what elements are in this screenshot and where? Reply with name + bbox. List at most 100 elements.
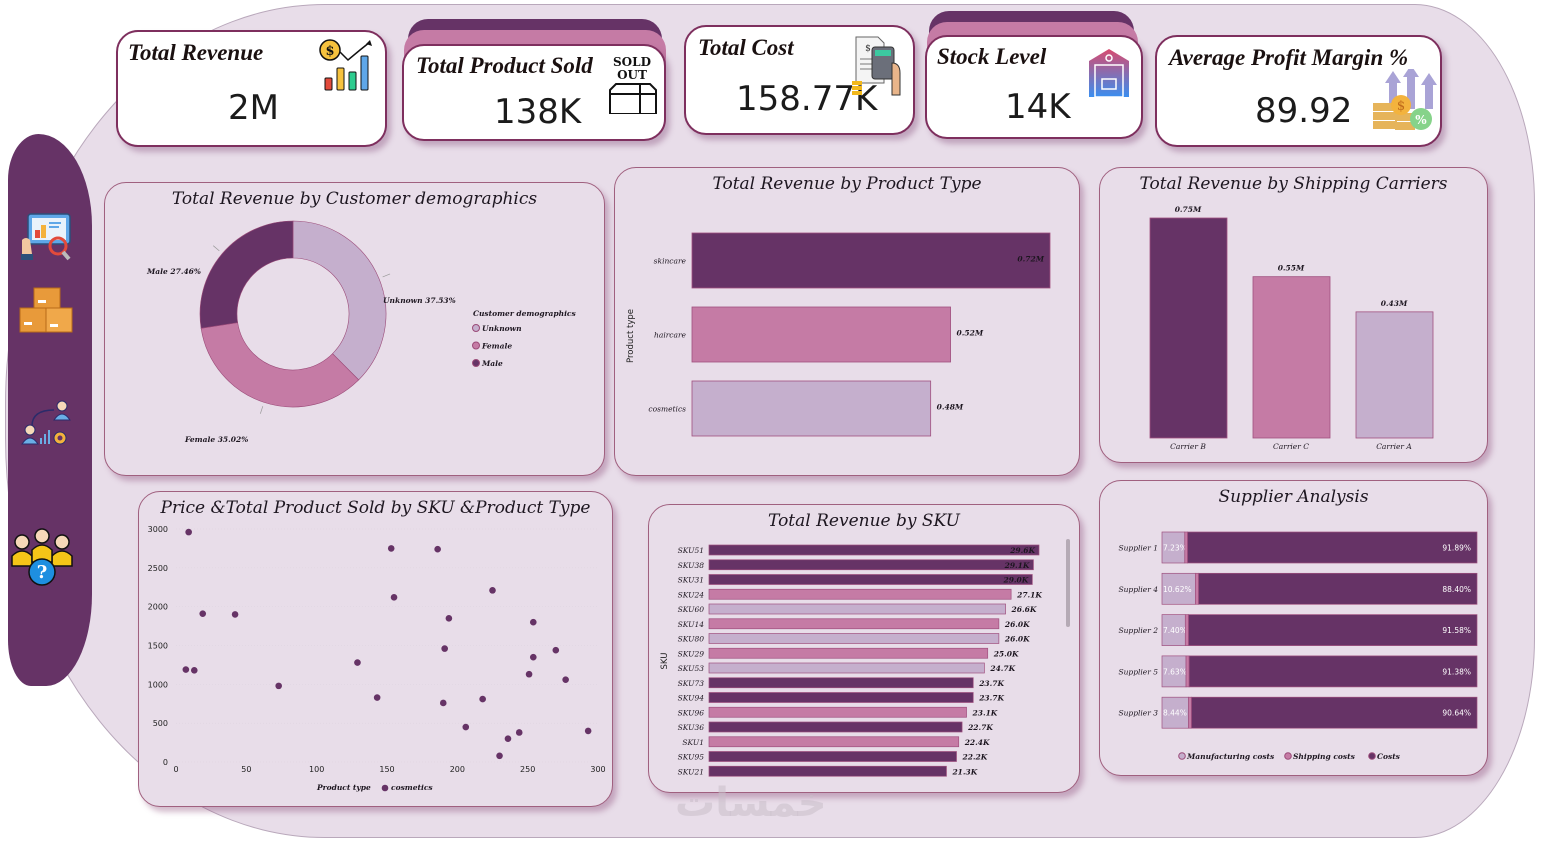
- legend-label: Unknown: [482, 324, 522, 333]
- segment-manufacturing-costs: [1161, 696, 1189, 729]
- data-label: Male 27.46%: [146, 267, 201, 276]
- data-label: 26.6K: [1011, 605, 1037, 614]
- donut-slice-unknown: [292, 220, 387, 381]
- watermark-logo: خمسات: [675, 780, 827, 826]
- panel-supplier-analysis: Supplier Analysis Supplier 1 7.23% 91.89% S…: [1099, 480, 1488, 776]
- category-label: Supplier 1: [1118, 544, 1158, 553]
- segment-manufacturing-costs: [1161, 572, 1196, 605]
- bar-sku80: [708, 633, 1000, 644]
- data-label: 0.72M: [1017, 255, 1044, 264]
- sku-scrollbar[interactable]: [1066, 539, 1070, 627]
- legend-title: Product type: [316, 783, 371, 792]
- data-label: 21.3K: [951, 767, 977, 776]
- y-tick-label: 0: [163, 758, 168, 767]
- kpi-stock-level: Stock Level 14K: [925, 35, 1143, 139]
- segment-shipping-costs: [1185, 655, 1190, 688]
- segment-costs: [1187, 531, 1478, 564]
- legend-marker-unknown: [472, 324, 480, 332]
- kpi-title: Total Product Sold: [416, 53, 593, 78]
- category-label: SKU1: [682, 738, 704, 747]
- data-label: 0.48M: [937, 403, 964, 412]
- scatter-point: [479, 695, 486, 703]
- kpi-value: 14K: [1005, 87, 1071, 127]
- people-analytics-icon[interactable]: [18, 398, 74, 454]
- chart-title: Supplier Analysis: [1218, 487, 1369, 507]
- scatter-point: [373, 694, 381, 701]
- boxes-inventory-icon[interactable]: [18, 284, 74, 340]
- y-tick-label: 2000: [148, 603, 168, 612]
- scatter-point: [199, 610, 207, 617]
- category-label: SKU94: [678, 694, 705, 703]
- panel-revenue-by-sku: Total Revenue by SKU SKU SKU51 29.6K SKU38…: [648, 504, 1080, 793]
- segment-shipping-costs: [1195, 572, 1199, 605]
- scatter-point: [434, 545, 441, 553]
- bar-carrier-b: [1149, 217, 1228, 439]
- scatter-point: [231, 611, 239, 618]
- y-tick-label: 1000: [148, 680, 168, 689]
- supplier-chart: Supplier 1 7.23% 91.89% Supplier 4 10.62% 88.…: [1118, 531, 1478, 761]
- legend-label: Shipping costs: [1293, 752, 1356, 761]
- category-label: SKU80: [678, 635, 705, 644]
- chart-title: Total Revenue by Customer demographics: [171, 189, 538, 209]
- bar-sku73: [708, 677, 974, 689]
- svg-text:$: $: [1397, 99, 1405, 114]
- chart-title: Total Revenue by SKU: [768, 511, 960, 531]
- category-label: Supplier 5: [1118, 667, 1158, 676]
- data-label: 10.62%: [1163, 585, 1192, 594]
- legend-label: Male: [481, 359, 503, 368]
- svg-text:$: $: [865, 44, 871, 54]
- data-label: 0.52M: [957, 329, 984, 338]
- leader-line: [382, 273, 391, 278]
- data-label: 23.7K: [978, 679, 1004, 688]
- bar-sku96: [708, 706, 967, 718]
- data-label: 88.40%: [1442, 585, 1471, 594]
- shipping-chart: 0.75M Carrier B 0.55M Carrier C 0.43M Carrier…: [1149, 205, 1434, 451]
- data-label: 0.55M: [1278, 264, 1305, 273]
- data-label: 23.7K: [978, 694, 1004, 703]
- x-tick-label: 50: [241, 765, 251, 774]
- legend-label: cosmetics: [391, 783, 433, 792]
- kpi-title: Total Cost: [698, 35, 794, 60]
- bar-skincare: [691, 232, 1051, 289]
- data-label: 8.44%: [1163, 709, 1187, 718]
- calculator-bill-icon: $: [850, 33, 910, 106]
- bar-sku53: [708, 662, 985, 674]
- category-label: Supplier 4: [1118, 585, 1158, 594]
- legend-marker: [1368, 752, 1376, 760]
- data-label: 24.7K: [989, 664, 1015, 673]
- category-label: SKU73: [678, 679, 705, 688]
- category-label: SKU29: [678, 649, 705, 658]
- kpi-value: 89.92: [1255, 91, 1353, 131]
- customers-question-icon[interactable]: ?: [11, 526, 74, 586]
- dashboard-analytics-icon[interactable]: [18, 210, 74, 266]
- data-label: 7.40%: [1163, 626, 1187, 635]
- svg-text:%: %: [1415, 113, 1427, 127]
- x-tick-label: 0: [173, 765, 178, 774]
- bar-sku29: [708, 647, 989, 659]
- category-label: SKU51: [678, 546, 704, 555]
- category-label: skincare: [654, 257, 687, 266]
- bar-sku14: [708, 618, 1000, 630]
- bar-carrier-c: [1252, 276, 1331, 439]
- kpi-total-cost: Total Cost 158.77K $: [684, 25, 915, 135]
- data-label: 29.1K: [1004, 561, 1030, 570]
- scatter-point: [525, 670, 533, 678]
- category-label: Carrier A: [1376, 442, 1412, 451]
- data-label: 91.58%: [1442, 626, 1471, 635]
- y-axis-label: Product type: [626, 309, 636, 363]
- data-label: 22.4K: [964, 738, 990, 747]
- scatter-point: [584, 727, 592, 735]
- y-tick-label: 1500: [148, 642, 168, 651]
- product-type-chart: Product type skincare 0.72M haircare 0.52M c…: [626, 232, 1051, 437]
- scatter-point: [529, 653, 537, 661]
- legend-title: Customer demographics: [473, 309, 577, 318]
- scatter-point: [529, 618, 537, 626]
- sidebar: ?: [8, 134, 92, 686]
- kpi-total-product-sold: Total Product Sold 138K SOLD OUT: [402, 44, 666, 141]
- x-tick-label: 300: [590, 765, 605, 774]
- bar-sku1: [708, 736, 960, 748]
- legend-marker-female: [472, 341, 480, 350]
- scatter-point: [462, 723, 470, 731]
- bar-sku51: [708, 544, 1040, 556]
- chart-title: Total Revenue by Shipping Carriers: [1139, 174, 1448, 194]
